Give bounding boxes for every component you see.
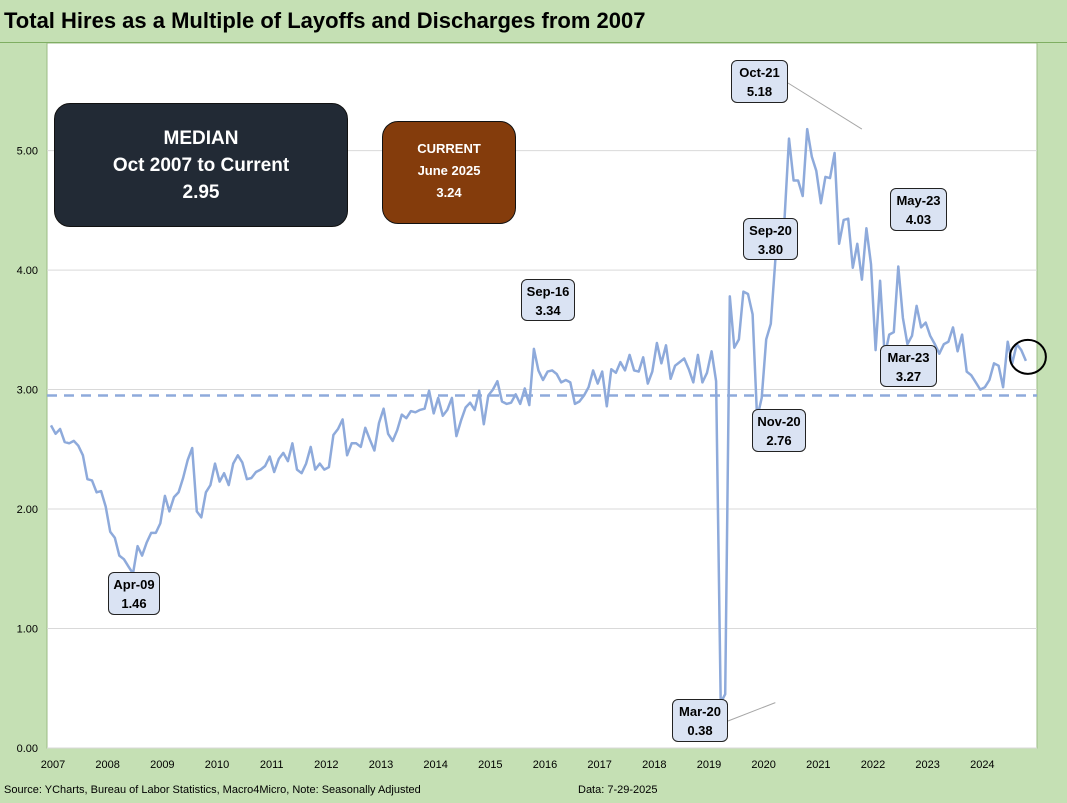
x-tick-label: 2010 — [205, 759, 229, 771]
current-callout-value: 3.24 — [436, 185, 462, 200]
annotation-oct-21: Oct-21 5.18 — [731, 60, 788, 103]
median-callout-value: 2.95 — [182, 182, 220, 203]
chart-area: 0.00 1.00 2.00 3.00 4.00 5.00 2007 2008 2009 201… — [0, 43, 1067, 783]
x-tick-label: 2007 — [41, 759, 65, 771]
x-tick-label: 2023 — [915, 759, 939, 771]
current-value-marker — [1008, 338, 1047, 375]
annotation-leader-line — [727, 702, 776, 722]
y-tick-label: 1.00 — [17, 624, 38, 636]
annotation-nov-20: Nov-20 2.76 — [752, 409, 806, 452]
y-tick-labels: 0.00 1.00 2.00 3.00 4.00 5.00 — [17, 146, 38, 755]
y-tick-label: 0.00 — [17, 743, 38, 755]
y-tick-label: 3.00 — [17, 385, 38, 397]
annotation-label: Nov-20 — [757, 414, 801, 429]
footer-source: Source: YCharts, Bureau of Labor Statist… — [4, 784, 421, 796]
annotation-apr-09: Apr-09 1.46 — [108, 572, 160, 615]
current-callout-period: June 2025 — [417, 163, 481, 178]
median-callout-period: Oct 2007 to Current — [112, 155, 290, 176]
annotation-label: Mar-20 — [679, 704, 721, 719]
median-callout-heading: MEDIAN — [163, 128, 239, 149]
hires-to-layoffs-series — [49, 127, 1028, 704]
annotation-value: 4.03 — [905, 212, 932, 227]
x-tick-label: 2021 — [806, 759, 830, 771]
annotation-value: 5.18 — [746, 84, 773, 99]
x-tick-label: 2016 — [533, 759, 557, 771]
annotation-may-23: May-23 4.03 — [890, 188, 947, 231]
title-bar: Total Hires as a Multiple of Layoffs and… — [0, 0, 1067, 43]
y-tick-label: 2.00 — [17, 504, 38, 516]
x-tick-label: 2015 — [478, 759, 502, 771]
x-tick-label: 2017 — [587, 759, 611, 771]
annotation-mar-23: Mar-23 3.27 — [880, 345, 937, 387]
x-tick-label: 2008 — [95, 759, 119, 771]
marker-layer — [1008, 338, 1047, 375]
x-tick-label: 2024 — [970, 759, 994, 771]
x-tick-label: 2013 — [369, 759, 393, 771]
annotation-label: May-23 — [896, 193, 941, 208]
x-tick-label: 2022 — [861, 759, 885, 771]
annotation-label: Sep-16 — [526, 284, 570, 299]
annotation-value: 3.27 — [895, 369, 922, 384]
chart-title: Total Hires as a Multiple of Layoffs and… — [4, 8, 646, 33]
y-tick-label: 5.00 — [17, 146, 38, 158]
annotation-label: Oct-21 — [739, 65, 780, 80]
leader-lines — [727, 82, 863, 722]
x-tick-labels: 2007 2008 2009 2010 2011 2012 2013 2014 2015 2016… — [41, 759, 995, 771]
annotation-value: 3.80 — [757, 242, 784, 257]
x-tick-label: 2009 — [150, 759, 174, 771]
current-callout: CURRENT June 2025 3.24 — [382, 121, 516, 224]
annotation-sep-16: Sep-16 3.34 — [521, 279, 575, 321]
series-layer — [49, 127, 1028, 704]
x-tick-label: 2012 — [314, 759, 338, 771]
annotation-label: Apr-09 — [113, 577, 155, 592]
annotation-value: 1.46 — [121, 596, 147, 611]
x-tick-label: 2020 — [751, 759, 775, 771]
annotation-mar-20: Mar-20 0.38 — [672, 699, 728, 742]
annotation-leader-line — [787, 82, 863, 130]
footer-data-date: Data: 7-29-2025 — [578, 784, 658, 796]
annotation-value: 2.76 — [766, 433, 792, 448]
median-callout: MEDIAN Oct 2007 to Current 2.95 — [54, 103, 348, 227]
x-tick-label: 2018 — [642, 759, 666, 771]
x-tick-label: 2019 — [697, 759, 721, 771]
annotation-label: Sep-20 — [749, 223, 792, 238]
y-tick-label: 4.00 — [17, 265, 38, 277]
x-tick-label: 2011 — [260, 759, 284, 771]
annotation-value: 3.34 — [535, 303, 561, 318]
annotation-sep-20: Sep-20 3.80 — [743, 218, 798, 260]
annotation-value: 0.38 — [687, 723, 713, 738]
x-tick-label: 2014 — [423, 759, 447, 771]
current-callout-heading: CURRENT — [417, 141, 481, 156]
annotation-label: Mar-23 — [887, 350, 930, 365]
